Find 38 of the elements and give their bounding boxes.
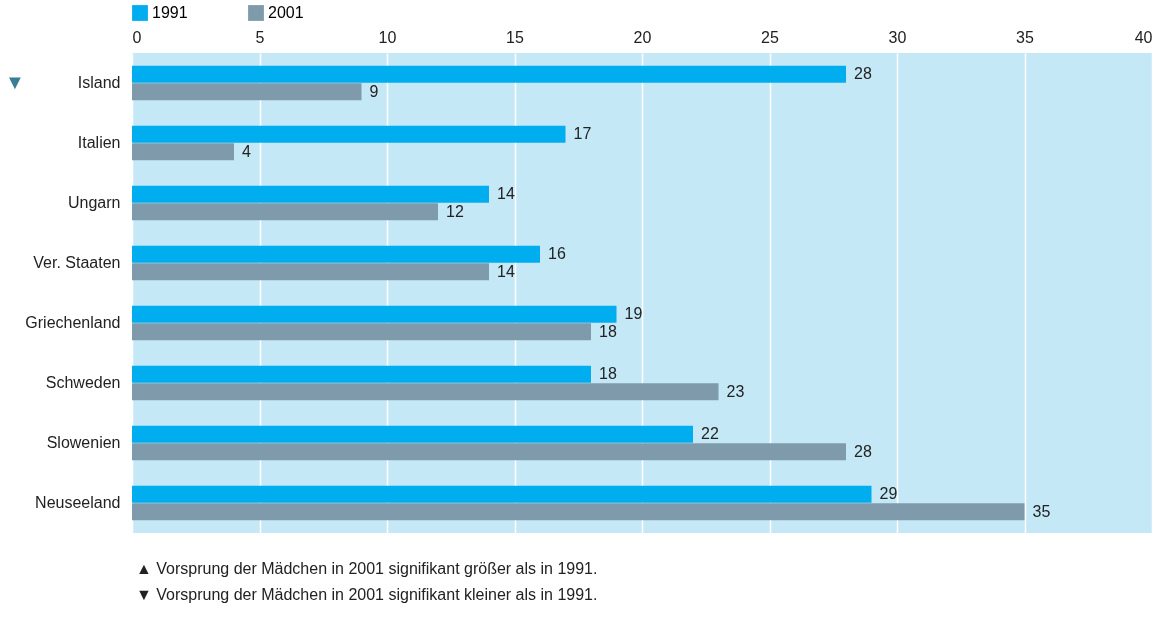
x-tick-label: 35 bbox=[1016, 28, 1034, 46]
y-tick-label: Slowenien bbox=[46, 434, 121, 451]
data-label: 35 bbox=[1032, 502, 1051, 520]
data-label: 28 bbox=[854, 442, 872, 460]
data-label: 18 bbox=[599, 322, 617, 340]
y-tick-label: Griechenland bbox=[25, 314, 121, 331]
data-label: 28 bbox=[854, 65, 872, 83]
data-label: 4 bbox=[242, 142, 251, 160]
text: ▼ Vorsprung der Mädchen in 2001 signifikant kleiner als in 1991. bbox=[136, 586, 598, 603]
x-tick-label: 40 bbox=[1134, 28, 1153, 46]
data-label: 9 bbox=[369, 82, 379, 100]
y-tick-label: Island bbox=[77, 74, 121, 91]
data-label: 19 bbox=[624, 305, 643, 323]
x-tick-label: 25 bbox=[761, 28, 779, 46]
legend-label: 1991 bbox=[152, 4, 188, 21]
x-tick-label: 0 bbox=[132, 28, 142, 46]
text: ▲ Vorsprung der Mädchen in 2001 signifikant größer als in 1991. bbox=[136, 560, 598, 577]
x-tick-label: 15 bbox=[506, 28, 524, 46]
y-tick-label: Ungarn bbox=[68, 194, 121, 211]
text: ▼ bbox=[5, 71, 25, 93]
legend-label: 2001 bbox=[268, 4, 304, 21]
y-tick-label: Neuseeland bbox=[35, 494, 121, 511]
y-tick-label: Schweden bbox=[45, 374, 121, 391]
x-tick-label: 5 bbox=[255, 28, 265, 46]
data-label: 14 bbox=[497, 262, 515, 280]
x-tick-label: 20 bbox=[633, 28, 652, 46]
data-label: 12 bbox=[446, 202, 464, 220]
data-label: 14 bbox=[497, 185, 515, 203]
x-tick-label: 30 bbox=[888, 28, 907, 46]
data-label: 23 bbox=[726, 382, 745, 400]
data-label: 18 bbox=[599, 365, 617, 383]
data-label: 22 bbox=[701, 425, 719, 443]
y-tick-label: Ver. Staaten bbox=[33, 254, 121, 271]
x-tick-label: 10 bbox=[378, 28, 397, 46]
data-label: 16 bbox=[548, 245, 566, 263]
data-label: 17 bbox=[573, 125, 592, 143]
y-tick-label: Italien bbox=[77, 134, 121, 151]
data-label: 29 bbox=[879, 485, 898, 503]
